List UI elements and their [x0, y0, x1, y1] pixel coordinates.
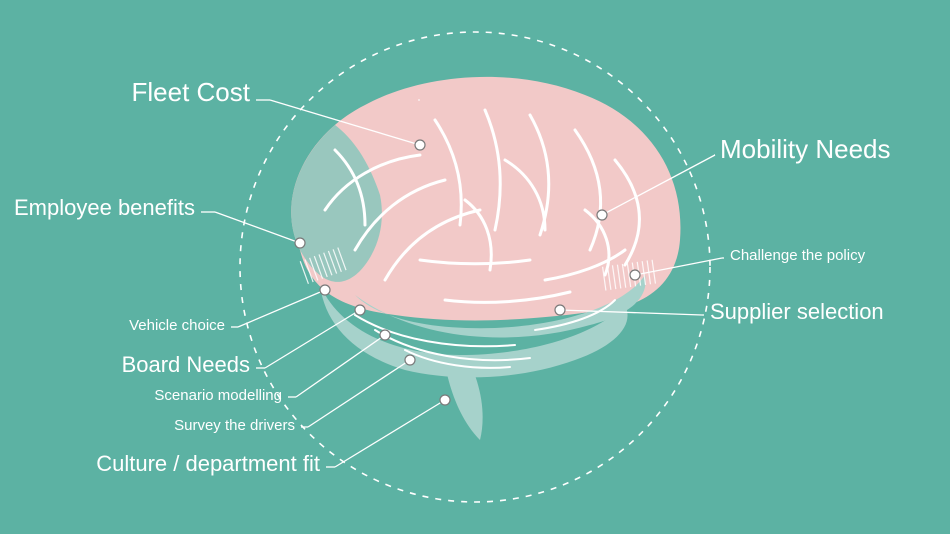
label-mobility-needs: Mobility Needs	[720, 135, 891, 164]
label-survey-drivers: Survey the drivers	[174, 418, 295, 435]
label-employee-benefits: Employee benefits	[14, 196, 195, 220]
label-supplier-selection: Supplier selection	[710, 300, 884, 324]
label-fleet-cost: Fleet Cost	[132, 78, 251, 107]
label-board-needs: Board Needs	[122, 353, 250, 377]
infographic-stage: Fleet Cost Mobility Needs Employee benef…	[0, 0, 950, 534]
label-culture-fit: Culture / department fit	[96, 452, 320, 476]
label-challenge-policy: Challenge the policy	[730, 248, 865, 265]
label-vehicle-choice: Vehicle choice	[129, 318, 225, 335]
label-scenario-modelling: Scenario modelling	[154, 388, 282, 405]
